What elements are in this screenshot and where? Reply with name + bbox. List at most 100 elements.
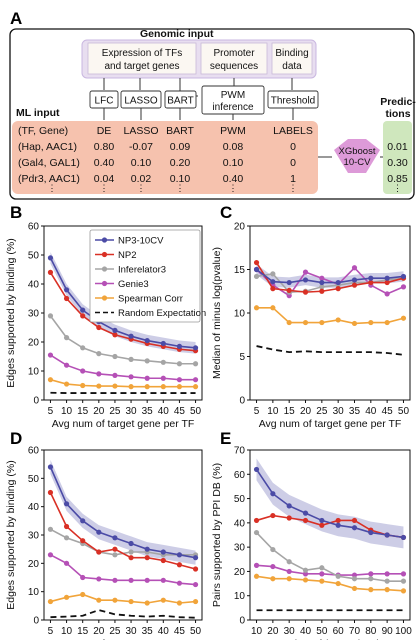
data-point bbox=[302, 277, 309, 283]
data-point bbox=[128, 333, 134, 339]
data-point bbox=[176, 384, 183, 390]
x-tick-label: 25 bbox=[109, 626, 121, 637]
data-point bbox=[384, 291, 390, 297]
ml-table-cell: 0.20 bbox=[170, 157, 191, 169]
y-axis-label: Pairs supported by PPI DB (%) bbox=[211, 463, 223, 607]
legend-label: NP3-10CV bbox=[118, 236, 164, 247]
ml-table-cell: 0 bbox=[290, 141, 296, 153]
data-point bbox=[319, 578, 325, 584]
x-tick-label: 45 bbox=[174, 626, 186, 637]
y-tick-label: 30 bbox=[234, 543, 246, 554]
data-point bbox=[335, 317, 341, 323]
panel-letter: B bbox=[10, 203, 22, 222]
data-point bbox=[302, 319, 309, 326]
x-tick-label: 20 bbox=[267, 626, 279, 637]
series-line bbox=[255, 266, 404, 297]
series-line bbox=[256, 575, 404, 592]
y-tick-label: 30 bbox=[28, 531, 40, 542]
data-point bbox=[176, 580, 183, 586]
legend-marker bbox=[101, 237, 108, 243]
y-tick-label: 0 bbox=[239, 616, 245, 627]
legend-label: Spearman Corr bbox=[118, 294, 183, 305]
ml-table-cell: 0.10 bbox=[131, 157, 152, 169]
data-point bbox=[63, 381, 70, 387]
ml-table-cell: 0.08 bbox=[223, 141, 244, 153]
x-tick-label: 25 bbox=[316, 406, 328, 417]
x-axis-label: Avg num of target gene per TF bbox=[52, 638, 195, 640]
ml-table-continuation: ⋮ bbox=[229, 183, 238, 193]
ml-table-cell: 0.80 bbox=[94, 141, 115, 153]
x-tick-label: 5 bbox=[48, 406, 54, 417]
data-point bbox=[351, 265, 358, 271]
data-point bbox=[128, 374, 134, 380]
y-tick-label: 5 bbox=[239, 352, 245, 363]
data-point bbox=[335, 517, 341, 524]
x-tick-label: 70 bbox=[349, 626, 361, 637]
confidence-band bbox=[50, 459, 196, 565]
data-point bbox=[368, 576, 374, 582]
y-tick-label: 10 bbox=[28, 587, 40, 598]
data-point bbox=[128, 356, 134, 362]
data-point bbox=[335, 580, 341, 587]
legend-marker bbox=[101, 266, 108, 272]
data-point bbox=[384, 571, 390, 577]
data-point bbox=[80, 574, 86, 581]
data-point bbox=[335, 286, 341, 292]
data-point bbox=[270, 286, 276, 292]
data-point bbox=[47, 489, 54, 496]
data-point bbox=[80, 518, 86, 524]
ml-table-cell: 0.04 bbox=[94, 173, 115, 185]
data-point bbox=[112, 383, 118, 389]
data-point bbox=[400, 273, 407, 280]
data-point bbox=[253, 517, 260, 524]
x-tick-label: 40 bbox=[158, 626, 170, 637]
data-point bbox=[302, 269, 309, 275]
y-tick-label: 20 bbox=[234, 222, 246, 233]
x-tick-label: 40 bbox=[365, 406, 377, 417]
data-point bbox=[47, 352, 54, 358]
y-tick-label: 10 bbox=[234, 591, 246, 602]
xgboost-line-2: 10-CV bbox=[344, 157, 372, 168]
y-axis-label: Median of minus log(pvalue) bbox=[211, 247, 223, 379]
panel-letter: C bbox=[220, 203, 232, 222]
expression-line-2: and target genes bbox=[104, 61, 179, 72]
x-tick-label: 5 bbox=[48, 626, 54, 637]
data-point bbox=[176, 377, 183, 383]
data-point bbox=[112, 597, 118, 603]
data-point bbox=[319, 284, 325, 290]
series-line bbox=[49, 466, 196, 559]
predictions-label-1: Predic- bbox=[380, 96, 416, 108]
data-point bbox=[112, 577, 118, 583]
data-point bbox=[351, 525, 358, 531]
data-point bbox=[160, 384, 166, 390]
data-point bbox=[319, 522, 325, 528]
data-point bbox=[253, 273, 260, 280]
legend: NP3-10CV NP2 Inferelator3 Genie3 Spearman Co… bbox=[89, 229, 206, 323]
data-point bbox=[319, 319, 325, 326]
ml-table-cell: (Hap, AAC1) bbox=[18, 141, 77, 153]
data-point bbox=[63, 523, 70, 530]
data-point bbox=[96, 597, 102, 603]
data-point bbox=[286, 559, 292, 565]
y-tick-label: 50 bbox=[28, 474, 40, 485]
promoter-line-2: sequences bbox=[210, 61, 258, 72]
data-point bbox=[368, 279, 374, 286]
ml-table-cell: 0.09 bbox=[170, 141, 191, 153]
series-line bbox=[50, 378, 196, 388]
data-point bbox=[144, 337, 150, 344]
data-point bbox=[270, 491, 276, 497]
x-tick-label: 10 bbox=[61, 406, 73, 417]
x-tick-label: 10 bbox=[61, 626, 73, 637]
data-point bbox=[47, 552, 54, 558]
x-tick-label: 10 bbox=[267, 406, 279, 417]
x-tick-label: 45 bbox=[382, 406, 394, 417]
y-tick-label: 40 bbox=[28, 502, 40, 513]
data-point bbox=[47, 526, 54, 532]
x-tick-label: 100 bbox=[395, 626, 412, 637]
ml-table-cell: 0.10 bbox=[223, 157, 244, 169]
data-point bbox=[368, 275, 374, 281]
data-point bbox=[80, 307, 86, 313]
data-point bbox=[160, 359, 166, 365]
confidence-band bbox=[256, 264, 404, 288]
data-point bbox=[144, 375, 150, 381]
